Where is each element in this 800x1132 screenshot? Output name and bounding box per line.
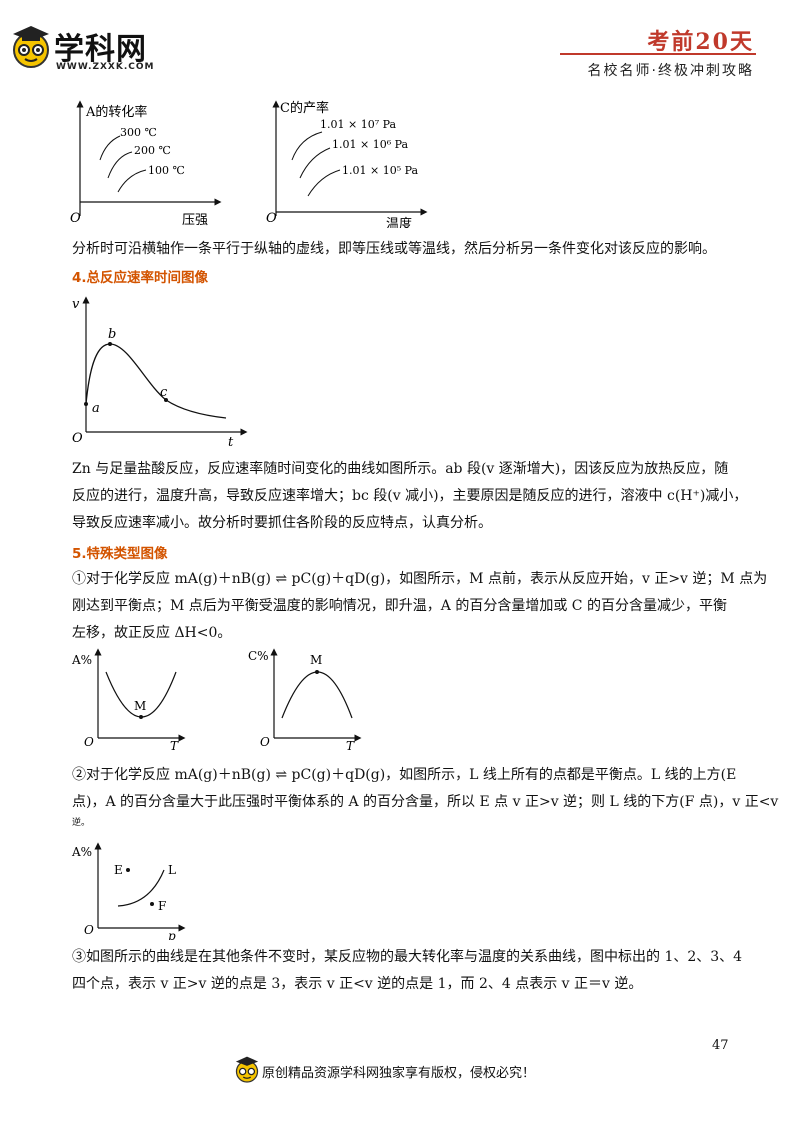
origin-label: O: [266, 211, 277, 226]
y-axis-label: A%: [71, 845, 92, 859]
origin-label: O: [84, 923, 94, 937]
curve-label-1e6: 1.01 × 10⁶ Pa: [332, 138, 409, 151]
point-c-label: c: [160, 385, 168, 400]
origin-label: O: [72, 431, 83, 446]
x-axis-label: 压强: [182, 213, 208, 228]
item-1-line-1: ①对于化学反应 mA(g)＋nB(g) ⇌ pC(g)＋qD(g)，如图所示，M…: [72, 571, 768, 587]
logo-text: 学科网: [54, 32, 147, 67]
item-1-line-3: 左移，故正反应 ΔH<0。: [72, 625, 232, 641]
figure-temperature: C的产率 温度 O 1.01 × 10⁷ Pa 1.01 × 10⁶ Pa 1.…: [266, 100, 428, 228]
curve-1e7: [291, 131, 323, 161]
x-axis-label: p: [168, 929, 176, 940]
curve-label-300: 300 ℃: [120, 126, 157, 139]
curve-l: [117, 869, 165, 907]
figure-rate-time: v t O a b c: [72, 296, 248, 448]
curve-label-1e5: 1.01 × 10⁵ Pa: [342, 164, 419, 177]
footer-mascot-icon: [235, 1056, 259, 1083]
arch-curve: [281, 671, 353, 719]
page-number: 47: [712, 1038, 729, 1053]
section-5-item-3: ③如图所示的曲线是在其他条件不变时，某反应物的最大转化率与温度的关系曲线，图中标…: [72, 944, 782, 998]
point-a-label: a: [92, 401, 100, 416]
point-f: [150, 902, 154, 906]
rate-curve: [85, 343, 227, 419]
point-m: [139, 715, 143, 719]
point-e: [126, 868, 130, 872]
origin-label: O: [70, 211, 81, 226]
x-axis-label: 温度: [386, 216, 412, 228]
point-b-label: b: [108, 327, 116, 342]
figure-c-percent-temperature: C% T O M: [248, 648, 362, 752]
item-3-line-1: ③如图所示的曲线是在其他条件不变时，某反应物的最大转化率与温度的关系曲线，图中标…: [72, 949, 743, 965]
point-a: [84, 402, 88, 406]
section-5-heading: 5.特殊类型图像: [72, 546, 168, 562]
origin-label: O: [84, 735, 94, 749]
item-2-line-2: 点)，A 的百分含量大于此压强时平衡体系的 A 的百分含量，所以 E 点 v 正…: [72, 794, 779, 810]
curve-100: [117, 169, 147, 193]
point-m-label: M: [310, 653, 322, 667]
y-axis-label: A的转化率: [85, 104, 147, 120]
section-4-line-3: 导致反应速率减小。故分析时要抓住各阶段的反应特点，认真分析。: [72, 515, 492, 531]
figure-a-percent-pressure: A% p O E L F: [71, 842, 186, 940]
point-m: [315, 670, 319, 674]
point-l-label: L: [168, 863, 176, 877]
mascot-icon: [13, 26, 49, 68]
y-axis-label: A%: [71, 653, 92, 667]
y-axis-label: C的产率: [280, 100, 329, 116]
point-c: [164, 398, 168, 402]
curve-200: [107, 151, 133, 179]
point-e-label: E: [114, 863, 123, 877]
curve-1e5: [307, 169, 341, 197]
curve-label-1e7: 1.01 × 10⁷ Pa: [320, 118, 397, 131]
figure-pressure: A的转化率 压强 O 300 ℃ 200 ℃ 100 ℃: [70, 100, 222, 228]
item-2-line-1: ②对于化学反应 mA(g)＋nB(g) ⇌ pC(g)＋qD(g)，如图所示，L…: [72, 767, 737, 783]
point-f-label: F: [158, 899, 166, 913]
brand-divider: [560, 53, 756, 55]
x-axis-label: t: [228, 435, 234, 448]
item-2-line-3: 逆。: [72, 818, 91, 828]
logo-url: WWW.ZXXK.COM: [56, 62, 155, 72]
item-1-line-2: 刚达到平衡点；M 点后为平衡受温度的影响情况，即升温，A 的百分含量增加或 C …: [72, 598, 727, 614]
y-axis-label: C%: [248, 649, 269, 663]
origin-label: O: [260, 735, 270, 749]
section-5-item-1: ①对于化学反应 mA(g)＋nB(g) ⇌ pC(g)＋qD(g)，如图所示，M…: [72, 566, 782, 647]
curve-label-200: 200 ℃: [134, 144, 171, 157]
section-4-heading: 4.总反应速率时间图像: [72, 270, 209, 286]
curve-300: [99, 135, 121, 161]
curve-label-100: 100 ℃: [148, 164, 185, 177]
paragraph-analysis: 分析时可沿横轴作一条平行于纵轴的虚线，即等压线或等温线，然后分析另一条件变化对该…: [72, 241, 716, 257]
figure-a-percent-temperature: A% T O M: [71, 648, 186, 752]
section-4-line-2: 反应的进行，温度升高，导致反应速率增大；bc 段(v 减小)，主要原因是随反应的…: [72, 488, 748, 504]
brand-title: 考前20天: [647, 29, 754, 55]
y-axis-label: v: [72, 297, 80, 312]
section-4-text: Zn 与足量盐酸反应，反应速率随时间变化的曲线如图所示。ab 段(v 逐渐增大)…: [72, 456, 782, 537]
point-b: [108, 342, 112, 346]
footer-copyright: 原创精品资源学科网独家享有版权，侵权必究！: [262, 1066, 536, 1081]
x-axis-label: T: [346, 739, 355, 752]
curve-1e6: [299, 147, 331, 179]
section-4-line-1: Zn 与足量盐酸反应，反应速率随时间变化的曲线如图所示。ab 段(v 逐渐增大)…: [72, 461, 729, 477]
item-3-line-2: 四个点，表示 v 正>v 逆的点是 3，表示 v 正<v 逆的点是 1，而 2、…: [72, 976, 643, 992]
x-axis-label: T: [170, 739, 179, 752]
point-m-label: M: [134, 699, 146, 713]
section-5-item-2: ②对于化学反应 mA(g)＋nB(g) ⇌ pC(g)＋qD(g)，如图所示，L…: [72, 762, 782, 830]
brand-tagline: 名校名师·终极冲刺攻略: [587, 63, 754, 79]
